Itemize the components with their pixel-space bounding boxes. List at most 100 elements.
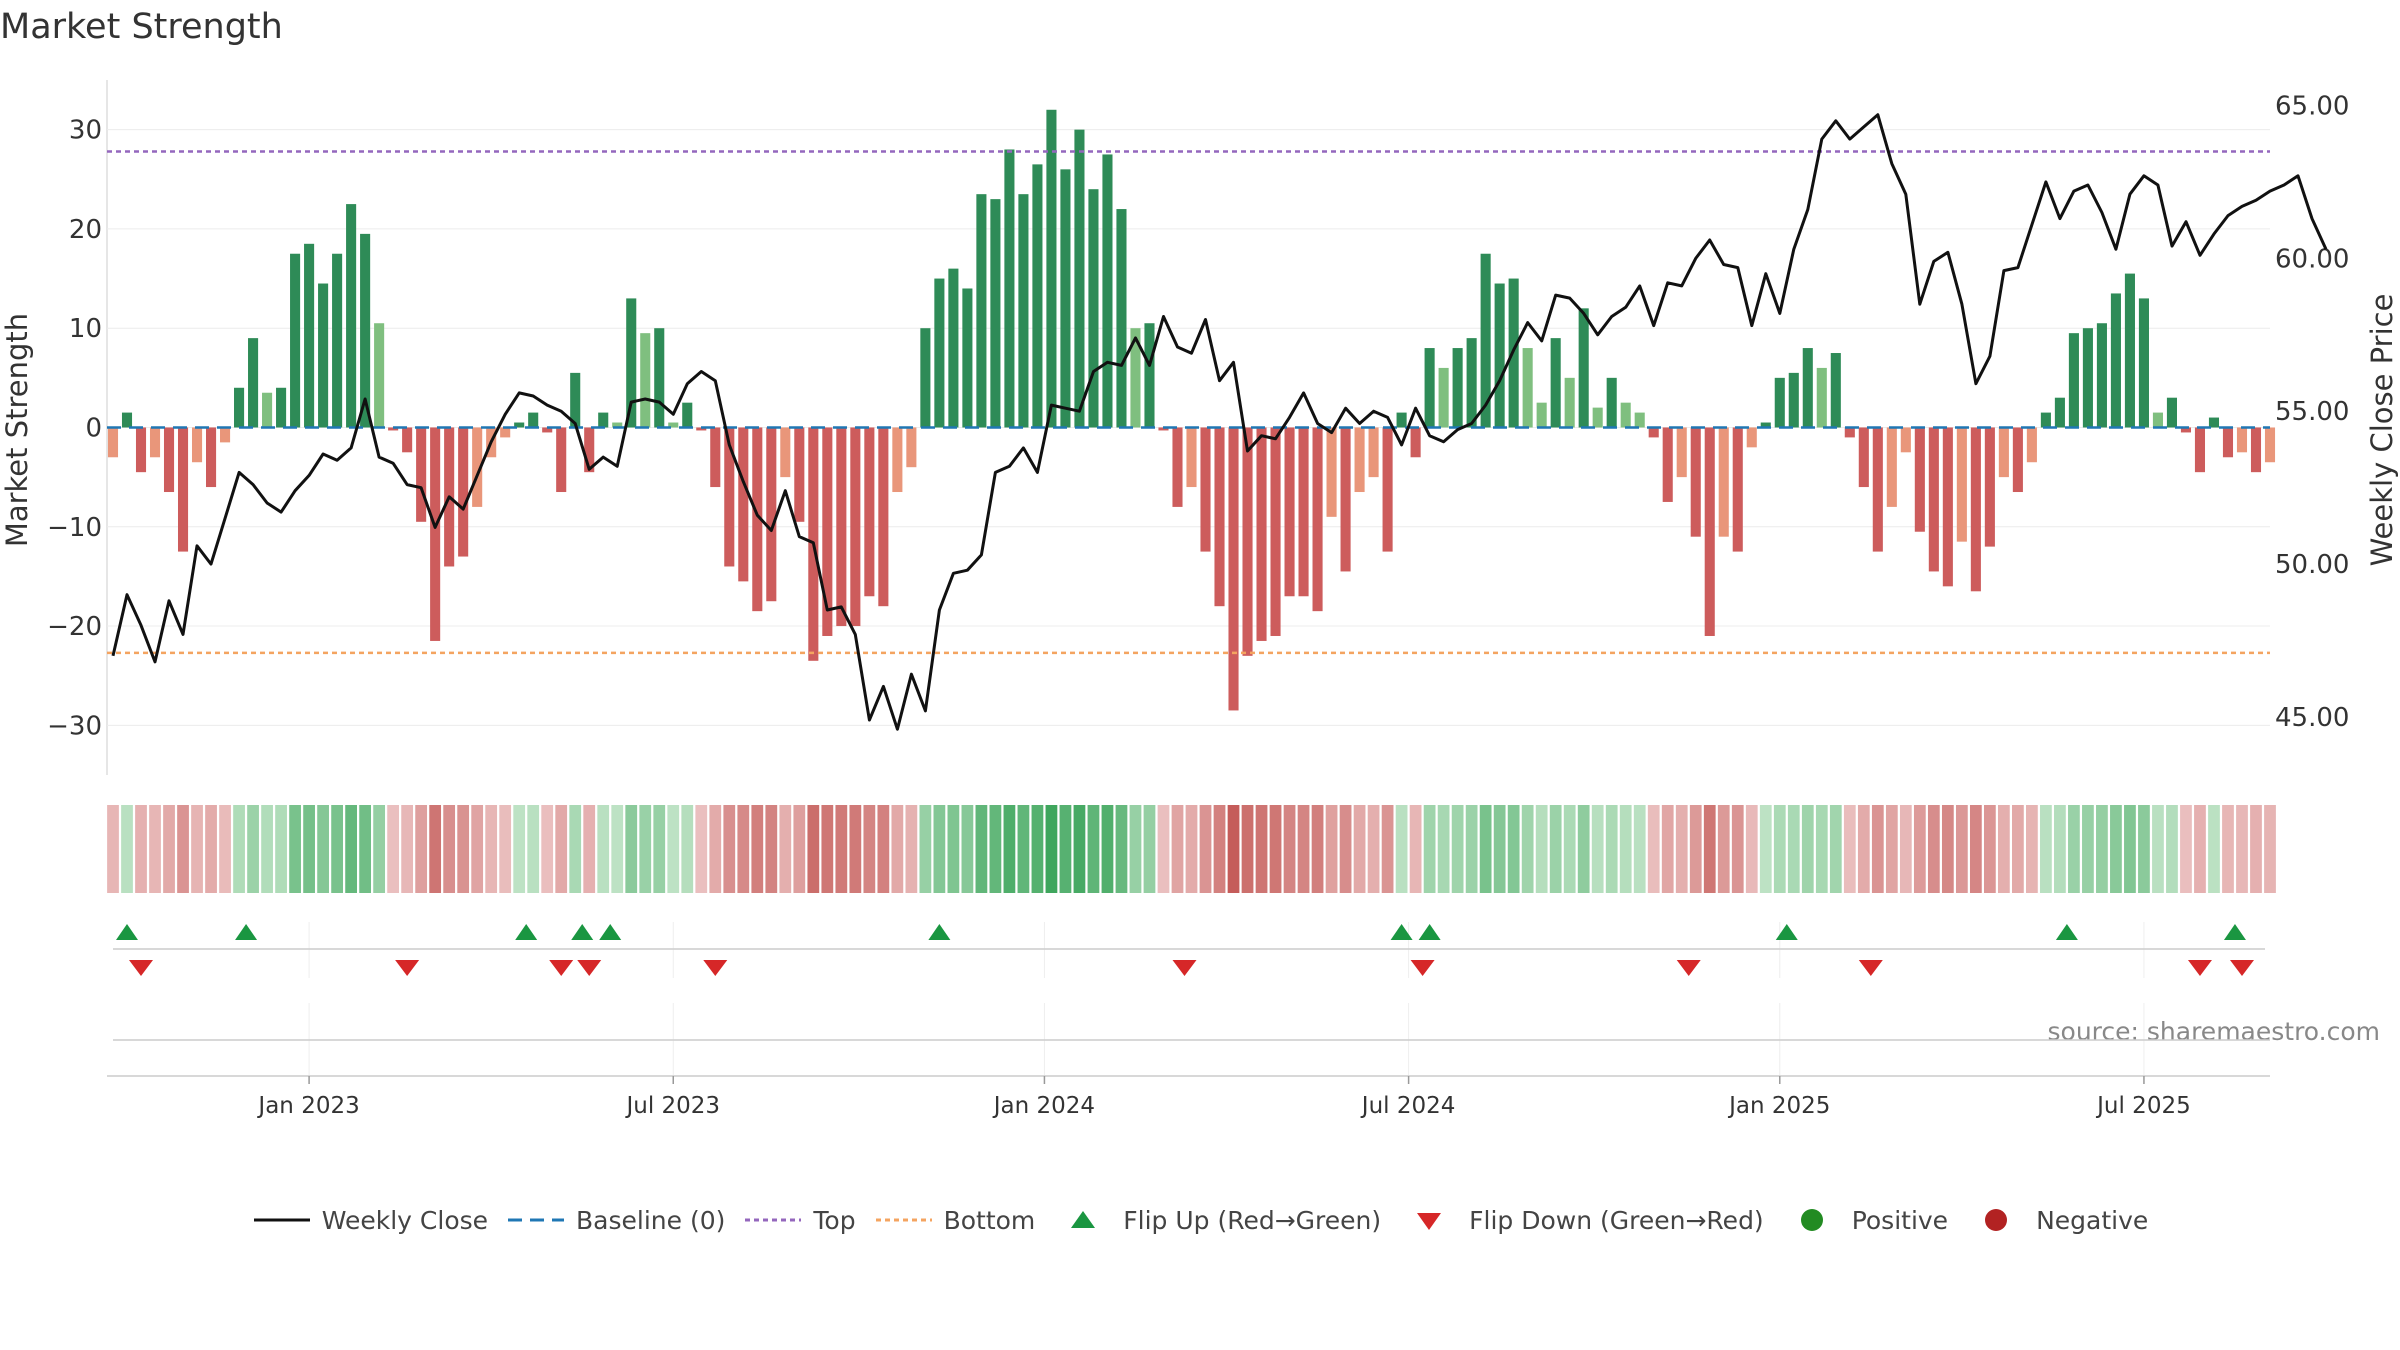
heat-cell xyxy=(1689,805,1702,893)
strength-bar xyxy=(822,427,833,636)
y-left-tick-label: −20 xyxy=(47,612,102,642)
heat-cell xyxy=(429,805,442,893)
legend-bottom-symbol xyxy=(874,1205,934,1235)
heat-cell xyxy=(2138,805,2150,893)
heat-cell xyxy=(2250,805,2262,893)
strength-bar xyxy=(920,328,931,428)
heat-cell xyxy=(1003,805,1016,893)
flip-up-marker xyxy=(2055,924,2078,940)
heat-cell xyxy=(401,805,414,893)
heat-cell xyxy=(583,805,596,893)
legend-flip-up-symbol xyxy=(1053,1205,1113,1235)
heat-cell xyxy=(1409,805,1422,893)
strength-bar xyxy=(1438,367,1449,428)
heat-cell xyxy=(877,805,890,893)
strength-bar xyxy=(1046,109,1057,428)
strength-bar xyxy=(1648,427,1659,438)
strength-bar xyxy=(163,427,175,493)
flip-up-marker xyxy=(2223,924,2246,940)
heat-cell xyxy=(1185,805,1198,893)
heat-cell xyxy=(1507,805,1520,893)
strength-bar xyxy=(346,204,357,428)
strength-bar xyxy=(1158,427,1169,431)
heat-cell xyxy=(1983,805,1996,893)
heat-cell xyxy=(1913,805,1926,893)
heat-cell xyxy=(1171,805,1184,893)
strength-bar xyxy=(1690,427,1701,537)
y-axis-right-label: Weekly Close Price xyxy=(2365,294,2399,567)
y-left-tick-label: −10 xyxy=(47,513,102,543)
strength-bar xyxy=(318,283,329,428)
heat-cell xyxy=(1969,805,1982,893)
strength-bar xyxy=(1424,348,1435,428)
heat-cell xyxy=(1563,805,1576,893)
heat-cell xyxy=(1227,805,1240,893)
heat-cell xyxy=(947,805,960,893)
heat-cell xyxy=(1703,805,1716,893)
heat-cell xyxy=(765,805,778,893)
heat-cell xyxy=(1073,805,1086,893)
strength-bar xyxy=(1494,283,1505,428)
heat-cell xyxy=(1465,805,1478,893)
legend-top-label: Top xyxy=(813,1205,856,1235)
heat-cell xyxy=(345,805,357,893)
heat-cell xyxy=(835,805,848,893)
heat-cell xyxy=(1843,805,1856,893)
strength-bar xyxy=(1410,427,1421,458)
heat-cell xyxy=(2236,805,2248,893)
strength-bar xyxy=(2208,417,2220,428)
heat-cell xyxy=(1577,805,1590,893)
strength-bar xyxy=(1606,377,1617,428)
strength-bar xyxy=(121,412,133,428)
legend-negative-symbol xyxy=(1966,1205,2026,1235)
heat-cell xyxy=(107,805,119,893)
heat-cell xyxy=(1605,805,1618,893)
heat-cell xyxy=(1143,805,1156,893)
heat-cell xyxy=(2222,805,2234,893)
legend-flip-down-symbol xyxy=(1399,1205,1459,1235)
heat-cell xyxy=(443,805,456,893)
strength-bar xyxy=(2082,328,2093,428)
strength-bar xyxy=(1928,427,1939,572)
strength-bar xyxy=(234,387,245,428)
strength-bar xyxy=(1284,427,1295,597)
heat-cell xyxy=(1101,805,1114,893)
strength-bar xyxy=(1844,427,1855,438)
heat-cell xyxy=(261,805,273,893)
heat-cell xyxy=(317,805,329,893)
strength-bar xyxy=(2068,333,2079,428)
strength-bar xyxy=(1970,427,1981,592)
heat-cell xyxy=(975,805,988,893)
heat-cell xyxy=(1437,805,1450,893)
strength-bar xyxy=(1368,427,1379,478)
heat-cell xyxy=(275,805,287,893)
heat-cell xyxy=(1297,805,1310,893)
strength-bar xyxy=(1172,427,1183,507)
heat-cell xyxy=(1031,805,1044,893)
heat-cell xyxy=(1591,805,1604,893)
heat-cell xyxy=(891,805,904,893)
heat-cell xyxy=(1451,805,1464,893)
heat-cell xyxy=(1479,805,1492,893)
heat-cell xyxy=(709,805,722,893)
flip-down-marker xyxy=(1858,960,1883,976)
heat-cell xyxy=(387,805,400,893)
heat-cell xyxy=(1521,805,1534,893)
strength-bar xyxy=(177,427,189,552)
strength-bar xyxy=(556,427,567,493)
strength-bar xyxy=(374,323,385,428)
x-tick-label: Jan 2024 xyxy=(992,1093,1095,1119)
heat-cell xyxy=(639,805,652,893)
heat-cell xyxy=(905,805,918,893)
heat-cell xyxy=(2110,805,2122,893)
strength-bar xyxy=(948,268,959,428)
strength-bar xyxy=(696,427,707,431)
strength-bar xyxy=(1116,209,1127,428)
flip-up-marker xyxy=(1418,924,1441,940)
strength-bar xyxy=(472,427,483,507)
strength-bar xyxy=(668,422,679,428)
x-tick-label: Jan 2023 xyxy=(256,1093,359,1119)
strength-bar xyxy=(1340,427,1351,572)
strength-bar xyxy=(416,427,427,522)
strength-bar xyxy=(724,427,735,567)
